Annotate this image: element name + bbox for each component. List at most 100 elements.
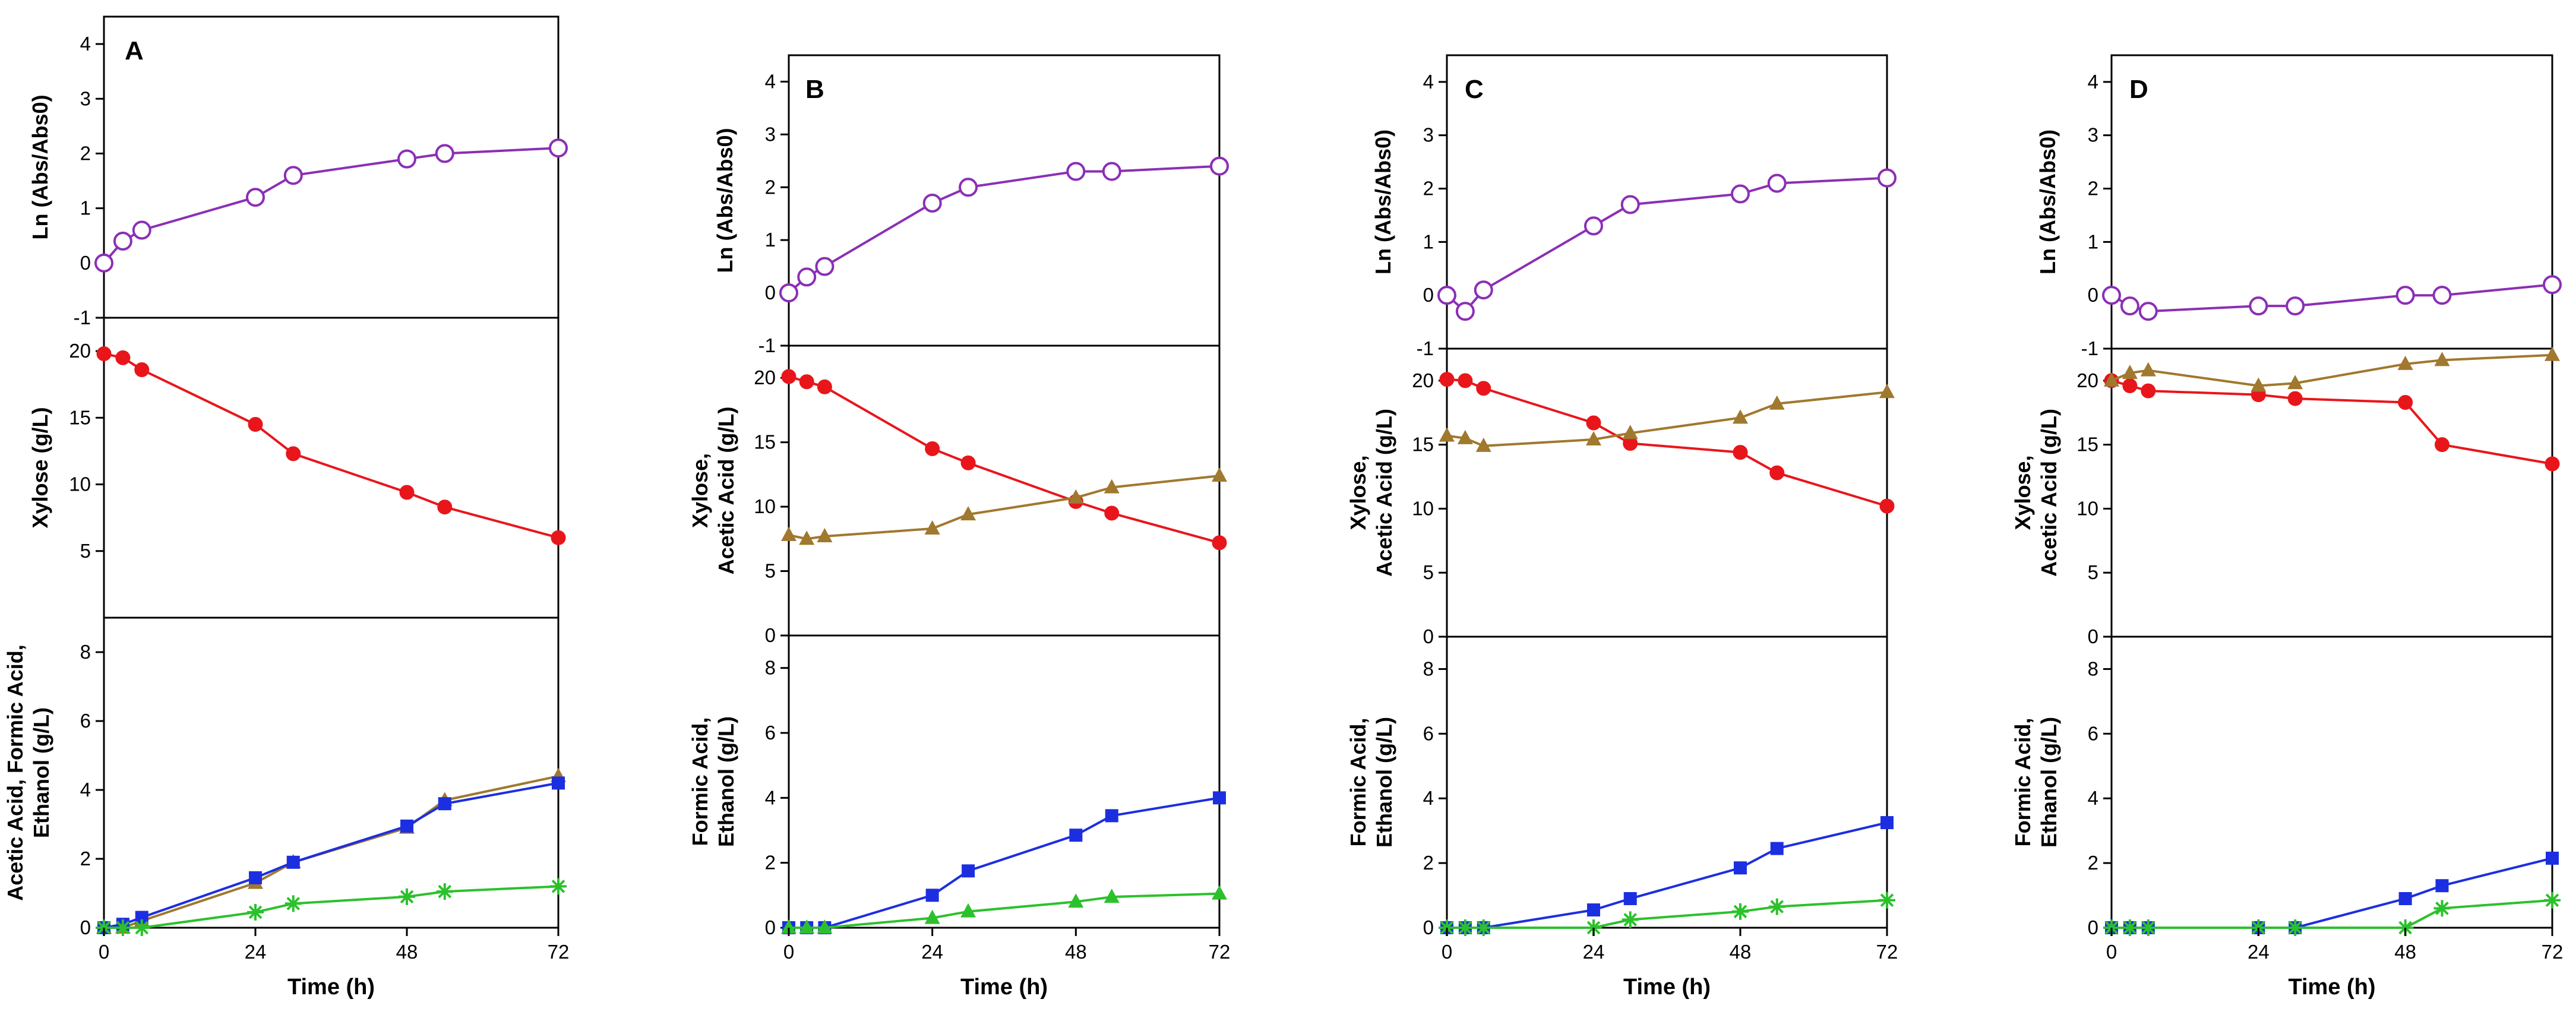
y-axis-label-line: Acetic Acid (g/L) xyxy=(2037,409,2061,577)
data-point-ln-abs-abs0- xyxy=(1437,286,1456,305)
data-point-ln-abs-abs0- xyxy=(1731,184,1750,204)
data-point-acetic-acid xyxy=(960,506,976,521)
data-point-ethanol xyxy=(1732,903,1749,920)
data-point-ln-abs-abs0- xyxy=(1102,162,1121,181)
data-point-ln-abs-abs0- xyxy=(1455,302,1475,321)
x-tick-label: 72 xyxy=(1876,941,1898,963)
y-axis-label-line: Ethanol (g/L) xyxy=(2037,717,2061,848)
x-tick-label: 48 xyxy=(1730,941,1752,963)
x-tick-label: 72 xyxy=(2542,941,2564,963)
data-point-formic-acid xyxy=(438,797,451,811)
y-axis-label-line: Formic Acid, xyxy=(688,717,712,846)
y-tick-label: 20 xyxy=(69,340,91,362)
y-tick-label: 2 xyxy=(2088,852,2098,874)
y-tick-label: 0 xyxy=(1423,916,1434,938)
series-acetic-acid xyxy=(1439,384,1895,452)
panel-label: D xyxy=(2129,75,2148,104)
series-ln-abs-abs0- xyxy=(94,138,568,273)
data-point-acetic-acid xyxy=(2251,377,2267,392)
data-point-ln-abs-abs0- xyxy=(435,144,454,163)
data-point-ln-abs-abs0- xyxy=(2138,302,2158,321)
x-axis-label: Time (h) xyxy=(2288,975,2375,1000)
y-axis-label: Ln (Abs/Abs0) xyxy=(28,94,52,239)
y-tick-label: 8 xyxy=(80,641,91,663)
data-point-xylose xyxy=(134,362,150,378)
data-point-ln-abs-abs0- xyxy=(1210,156,1229,176)
series-xylose xyxy=(96,346,566,545)
x-tick-label: 24 xyxy=(245,941,267,963)
data-point-ln-abs-abs0- xyxy=(283,166,303,185)
data-point-ethanol xyxy=(2544,891,2561,909)
series-ln-abs-abs0- xyxy=(2102,275,2562,321)
data-point-ethanol xyxy=(133,919,150,936)
data-point-ln-abs-abs0- xyxy=(815,257,835,276)
subplot-3: 0 2 4 6 8 Formic Acid,Ethanol (g/L) xyxy=(1346,636,1895,938)
y-tick-label: 2 xyxy=(1423,178,1434,200)
data-point-ethanol xyxy=(2287,919,2304,936)
series-line-acetic-acid xyxy=(2111,353,2553,387)
data-point-xylose xyxy=(2122,378,2138,394)
data-point-formic-acid xyxy=(552,776,565,790)
y-tick-label: 0 xyxy=(765,624,776,646)
data-point-ln-abs-abs0- xyxy=(2395,286,2415,305)
data-point-acetic-acid xyxy=(1733,409,1748,424)
data-point-ln-abs-abs0- xyxy=(1066,162,1086,181)
data-point-xylose xyxy=(1476,381,1491,396)
series-ethanol xyxy=(1439,891,1895,936)
y-tick-label: 8 xyxy=(2088,657,2098,679)
y-tick-label: 15 xyxy=(1412,434,1434,456)
y-axis-label-line: Ethanol (g/L) xyxy=(29,707,53,838)
x-tick-label: 24 xyxy=(1583,941,1605,963)
y-tick-label: 6 xyxy=(80,710,91,732)
data-point-xylose xyxy=(2435,437,2449,453)
data-point-ethanol xyxy=(1768,898,1785,915)
y-axis-label-line: Acetic Acid (g/L) xyxy=(714,407,738,575)
data-point-acetic-acid xyxy=(1622,425,1638,440)
data-point-acetic-acid xyxy=(1475,437,1491,452)
data-point-acetic-acid xyxy=(924,520,940,535)
data-point-xylose xyxy=(1769,465,1785,480)
panel-label: B xyxy=(805,75,824,104)
plot-frame xyxy=(1446,636,1888,929)
data-point-ln-abs-abs0- xyxy=(2120,296,2139,316)
y-tick-label: 4 xyxy=(1423,71,1434,93)
series-line-ln-abs-abs0- xyxy=(2110,283,2553,313)
data-point-formic-acid xyxy=(1880,816,1894,830)
data-point-ln-abs-abs0- xyxy=(1878,168,1897,188)
series-line-formic-acid xyxy=(1447,821,1888,929)
data-point-xylose xyxy=(1586,415,1601,431)
y-tick-label: 3 xyxy=(2088,124,2098,146)
y-tick-label: 10 xyxy=(2076,497,2098,519)
y-axis-label: Formic Acid,Ethanol (g/L) xyxy=(2011,717,2061,848)
data-point-ethanol xyxy=(2433,900,2451,917)
y-tick-label: 15 xyxy=(69,406,91,428)
x-axis-label: Time (h) xyxy=(960,975,1048,1000)
data-point-ln-abs-abs0- xyxy=(246,188,265,207)
y-tick-label: 4 xyxy=(2088,787,2098,809)
y-axis-label-line: Ln (Abs/Abs0) xyxy=(1371,129,1395,274)
y-tick-label: 4 xyxy=(80,779,91,801)
series-line-acetic-acid xyxy=(788,475,1220,540)
series-line-ln-abs-abs0- xyxy=(788,165,1220,294)
plot-frame xyxy=(788,54,1221,347)
x-tick-label: 48 xyxy=(2394,941,2416,963)
y-axis-label-line: Ln (Abs/Abs0) xyxy=(28,94,52,239)
y-axis-label: Xylose,Acetic Acid (g/L) xyxy=(688,407,738,575)
data-point-ln-abs-abs0- xyxy=(1767,173,1787,193)
data-point-acetic-acid xyxy=(1068,489,1084,504)
panel-label: C xyxy=(1465,75,1484,104)
data-point-xylose xyxy=(925,441,940,457)
y-axis-label: Xylose,Acetic Acid (g/L) xyxy=(1346,409,1396,577)
data-point-ethanol xyxy=(799,919,815,934)
subplot-1: -1 0 1 2 3 4 Ln (Abs/Abs0) xyxy=(1371,54,1897,359)
y-tick-label: 1 xyxy=(80,197,91,219)
y-tick-label: 0 xyxy=(2088,284,2098,306)
data-point-formic-acid xyxy=(925,889,939,902)
y-tick-label: 2 xyxy=(765,176,776,198)
series-ln-abs-abs0- xyxy=(1437,168,1897,321)
y-tick-label: 10 xyxy=(69,473,91,495)
y-tick-label: 1 xyxy=(1423,230,1434,252)
y-tick-label: 15 xyxy=(2076,434,2098,456)
y-tick-label: 20 xyxy=(1412,369,1434,391)
